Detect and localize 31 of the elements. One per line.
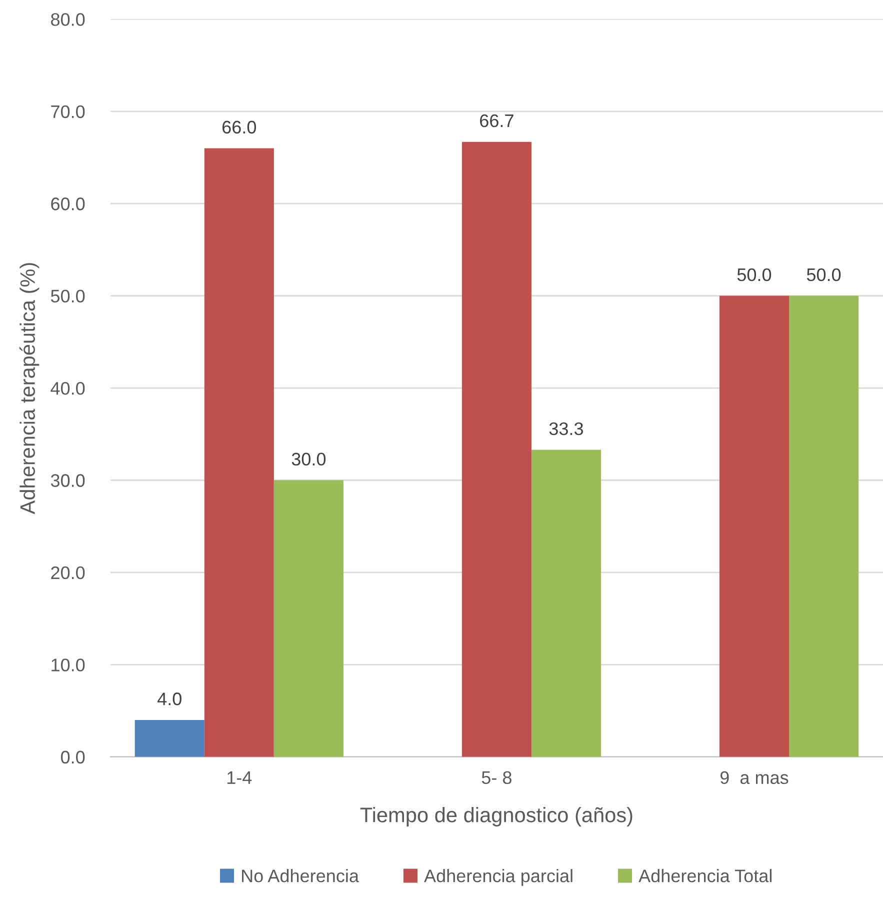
data-label: 50.0 [737, 268, 772, 282]
y-tick-label: 30.0 [50, 474, 85, 487]
legend-label: Adherencia parcial [424, 869, 572, 886]
y-tick-label: 70.0 [51, 105, 85, 118]
x-tick-label: 1-4 [227, 771, 252, 784]
bar [531, 450, 601, 757]
bar [274, 480, 344, 757]
data-label: 33.3 [549, 422, 583, 436]
data-label: 66.7 [480, 114, 514, 128]
x-tick-label: 9 a mas [720, 771, 788, 784]
y-tick-label: 10.0 [52, 658, 85, 672]
bar [788, 296, 859, 757]
bar [134, 720, 204, 757]
y-axis-title: Adherencia terapéutica (%) [19, 263, 40, 514]
bar [204, 148, 274, 757]
x-tick-label: 5- 8 [482, 771, 512, 784]
legend-label: No Adherencia [242, 869, 359, 882]
data-label: 4.0 [157, 692, 182, 706]
y-tick-label: 50.0 [50, 290, 85, 303]
y-tick-label: 60.0 [51, 198, 85, 210]
legend-label: Adherencia Total [638, 869, 772, 882]
bar [462, 142, 532, 757]
y-tick-label: 40.0 [50, 382, 85, 395]
data-label: 66.0 [222, 120, 256, 134]
y-tick-label: 80.0 [51, 13, 85, 26]
x-axis-title: Tiempo de diagnostico (años) [360, 807, 632, 826]
data-label: 50.0 [806, 268, 841, 282]
bar [719, 296, 789, 757]
y-tick-label: 0.0 [60, 750, 85, 764]
y-tick-label: 20.0 [51, 566, 85, 580]
data-label: 30.0 [292, 452, 326, 466]
